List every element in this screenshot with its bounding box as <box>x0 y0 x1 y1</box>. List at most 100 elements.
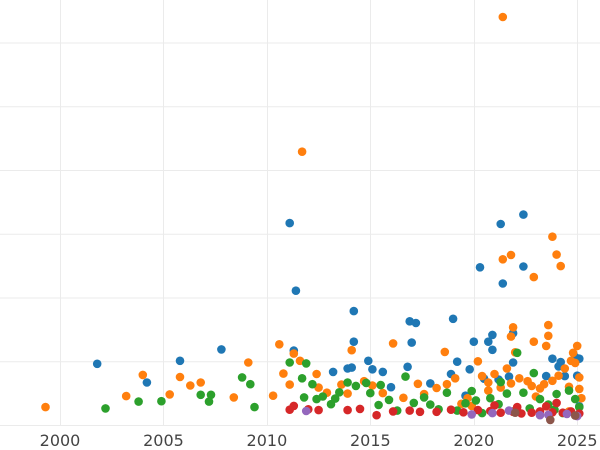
data-point-green <box>575 402 584 412</box>
data-point-blue <box>465 365 475 374</box>
data-point-blue <box>386 382 396 392</box>
data-point-orange <box>440 347 450 357</box>
data-point-green <box>301 359 311 368</box>
data-point-blue <box>496 219 506 229</box>
data-point-orange <box>502 364 512 373</box>
data-point-orange <box>515 374 524 383</box>
data-point-blue <box>475 263 485 272</box>
data-point-orange <box>121 391 131 401</box>
data-point-green <box>419 393 429 402</box>
data-point-orange <box>312 369 321 379</box>
data-point-orange <box>484 386 493 395</box>
data-point-blue <box>347 363 357 372</box>
data-point-orange <box>229 393 239 402</box>
data-point-blue <box>488 330 497 340</box>
data-point-orange <box>575 373 584 382</box>
x-tick-label: 2020 <box>453 431 494 450</box>
data-point-green <box>467 386 477 396</box>
data-point-orange <box>196 378 205 387</box>
data-point-blue <box>508 358 518 367</box>
data-point-orange <box>165 390 174 399</box>
data-point-green <box>496 377 506 387</box>
data-point-orange <box>544 331 553 341</box>
data-point-green <box>376 380 386 390</box>
data-point-orange <box>138 370 148 380</box>
data-point-orange <box>529 272 539 282</box>
data-point-blue <box>448 314 458 324</box>
data-point-purple <box>562 409 572 419</box>
data-point-blue <box>548 354 557 364</box>
data-point-orange <box>498 254 508 264</box>
data-point-purple <box>488 408 497 418</box>
data-point-orange <box>490 369 499 379</box>
data-point-brown <box>510 408 520 418</box>
data-point-green <box>552 389 561 399</box>
data-point-orange <box>450 374 460 383</box>
data-point-red <box>496 408 506 418</box>
data-point-orange <box>388 339 398 348</box>
data-point-green <box>204 397 214 406</box>
data-point-orange <box>473 357 483 366</box>
data-point-blue <box>349 337 359 347</box>
data-point-red <box>415 407 425 417</box>
data-point-blue <box>285 218 295 228</box>
data-point-green <box>570 394 580 404</box>
data-point-green <box>343 378 352 387</box>
data-point-green <box>297 374 307 383</box>
data-point-blue <box>328 367 338 377</box>
data-point-orange <box>413 379 423 389</box>
data-point-green <box>486 393 495 403</box>
data-point-orange <box>279 369 288 378</box>
data-point-red <box>372 410 381 420</box>
data-point-green <box>529 368 539 378</box>
data-point-orange <box>268 391 278 401</box>
data-point-green <box>134 397 143 406</box>
data-point-green <box>366 388 375 398</box>
data-point-green <box>308 379 317 389</box>
data-point-orange <box>568 348 578 358</box>
data-point-orange <box>186 381 195 390</box>
data-point-orange <box>275 340 284 349</box>
data-point-green <box>318 392 328 401</box>
data-point-blue <box>364 356 373 366</box>
data-point-orange <box>554 371 563 381</box>
data-point-brown <box>546 415 555 425</box>
data-point-green <box>502 389 512 398</box>
data-point-green <box>237 373 247 382</box>
data-point-brown <box>570 411 580 420</box>
data-point-green <box>409 398 419 408</box>
data-point-red <box>314 405 323 415</box>
data-point-green <box>401 372 410 381</box>
data-point-orange <box>575 384 584 394</box>
data-point-red <box>446 405 456 415</box>
data-point-orange <box>285 380 295 389</box>
data-point-red <box>552 398 561 408</box>
data-point-orange <box>506 379 516 388</box>
data-point-orange <box>442 379 452 389</box>
data-point-green <box>157 396 166 406</box>
x-tick-label: 2010 <box>247 431 288 450</box>
data-point-blue <box>368 365 377 374</box>
data-point-red <box>343 405 352 415</box>
data-point-blue <box>403 362 412 372</box>
data-point-blue <box>541 371 551 381</box>
data-point-green <box>361 378 371 388</box>
data-point-blue <box>519 210 528 219</box>
data-point-blue <box>217 345 226 354</box>
data-point-green <box>196 390 205 400</box>
data-point-orange <box>484 378 493 387</box>
data-point-orange <box>570 358 580 368</box>
data-point-red <box>459 408 468 417</box>
data-point-green <box>535 394 545 404</box>
data-point-orange <box>529 337 539 347</box>
x-tick-label: 2000 <box>40 431 81 450</box>
data-point-blue <box>560 371 570 381</box>
data-point-blue <box>556 357 565 367</box>
data-point-green <box>246 379 255 389</box>
data-point-orange <box>552 250 561 259</box>
data-point-green <box>299 393 309 402</box>
data-point-orange <box>175 372 185 382</box>
data-point-orange <box>539 379 549 389</box>
